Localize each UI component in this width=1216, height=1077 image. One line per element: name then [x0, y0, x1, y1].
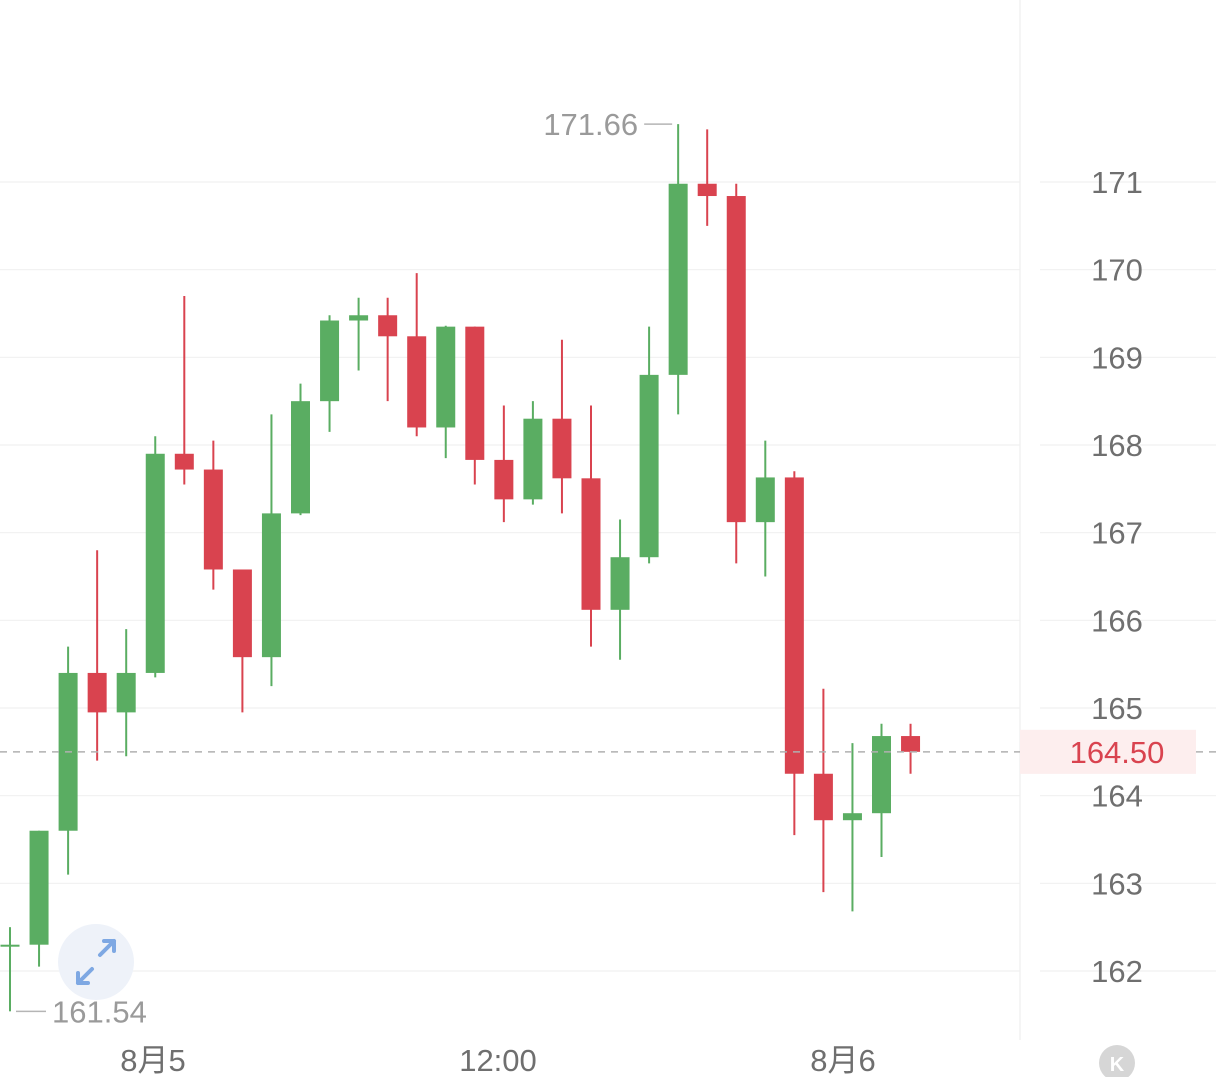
grid-lines — [0, 181, 1216, 972]
time-axis: 8月5 12:00 8月6 — [120, 1043, 875, 1077]
y-tick-label: 170 — [1091, 253, 1143, 288]
candle-body — [436, 326, 456, 428]
candle — [842, 743, 862, 912]
candle — [523, 401, 543, 505]
candle-body — [784, 477, 804, 774]
candle-body — [29, 830, 49, 945]
candle — [813, 688, 833, 893]
candle — [291, 383, 310, 516]
candle — [320, 315, 340, 432]
y-tick-label: 168 — [1091, 428, 1143, 463]
candle-body — [378, 315, 398, 337]
candle-body — [291, 401, 310, 514]
candle-body — [639, 374, 659, 558]
candle-body — [465, 326, 485, 460]
candle — [494, 405, 514, 523]
candle-body — [87, 672, 107, 713]
candle-body — [0, 944, 20, 947]
candle — [668, 124, 688, 415]
candle — [145, 436, 165, 678]
candle-body — [610, 557, 630, 610]
candle — [58, 646, 78, 875]
y-tick-label: 165 — [1091, 691, 1143, 726]
candle — [639, 326, 659, 564]
y-tick-label: 163 — [1091, 866, 1143, 901]
candle-body — [842, 813, 862, 821]
candle — [232, 569, 252, 713]
candle — [872, 723, 891, 858]
candle — [465, 326, 485, 485]
candle-body — [349, 315, 369, 321]
candle-body — [523, 418, 543, 500]
y-tick-label: 167 — [1091, 516, 1143, 551]
candle — [436, 325, 456, 459]
candle-body — [901, 736, 921, 752]
candle — [0, 927, 20, 1012]
candle-body — [581, 478, 601, 610]
candle-body — [261, 513, 281, 658]
candle-body — [813, 773, 833, 821]
candle — [407, 273, 427, 437]
candle — [552, 339, 572, 514]
candle — [697, 129, 717, 226]
candle-body — [668, 183, 688, 375]
candle-body — [116, 672, 136, 713]
candle-body — [232, 569, 252, 658]
candle — [610, 519, 630, 660]
last-price-label: 164.50 — [1070, 735, 1165, 770]
expand-arrows-icon — [76, 939, 116, 985]
candle — [755, 440, 775, 577]
x-tick-label: 12:00 — [459, 1043, 537, 1077]
low-price-label: 161.54 — [52, 994, 147, 1029]
price-axis: 162 163 164 165 166 167 168 169 170 171 — [1091, 165, 1143, 989]
x-tick-label: 8月5 — [120, 1043, 185, 1077]
candle-body — [174, 453, 194, 470]
candles-group — [0, 124, 921, 1012]
candle — [174, 295, 194, 485]
high-price-label: 171.66 — [543, 107, 638, 142]
x-tick-label: 8月6 — [810, 1043, 875, 1077]
candle-body — [697, 183, 717, 197]
last-price-marker: 164.50 — [0, 729, 1216, 774]
y-tick-label: 171 — [1091, 165, 1143, 200]
candle-body — [726, 196, 746, 523]
candle — [261, 414, 281, 687]
candle — [116, 629, 136, 757]
candle — [378, 297, 398, 402]
extreme-markers: 171.66 161.54 — [16, 107, 673, 1029]
k-line-icon: K — [1110, 1054, 1125, 1076]
candle — [901, 723, 921, 774]
candle — [87, 550, 107, 761]
candle — [784, 471, 804, 836]
candle — [29, 830, 49, 967]
candle — [349, 297, 369, 371]
candle — [581, 405, 601, 647]
candle — [726, 183, 746, 564]
candle-body — [145, 453, 165, 673]
candle-body — [755, 477, 775, 523]
candle-body — [320, 320, 340, 402]
candle-body — [552, 418, 572, 479]
candle-body — [872, 736, 891, 814]
y-tick-label: 166 — [1091, 603, 1143, 638]
candle-body — [494, 459, 514, 500]
k-line-button[interactable]: K — [1099, 1045, 1135, 1077]
candle-body — [407, 336, 427, 428]
expand-button[interactable] — [58, 924, 134, 1000]
last-price-tag — [1020, 729, 1196, 774]
y-tick-label: 162 — [1091, 954, 1143, 989]
candle — [203, 440, 223, 590]
candle-body — [203, 469, 223, 570]
y-tick-label: 169 — [1091, 340, 1143, 375]
y-tick-label: 164 — [1091, 779, 1143, 814]
